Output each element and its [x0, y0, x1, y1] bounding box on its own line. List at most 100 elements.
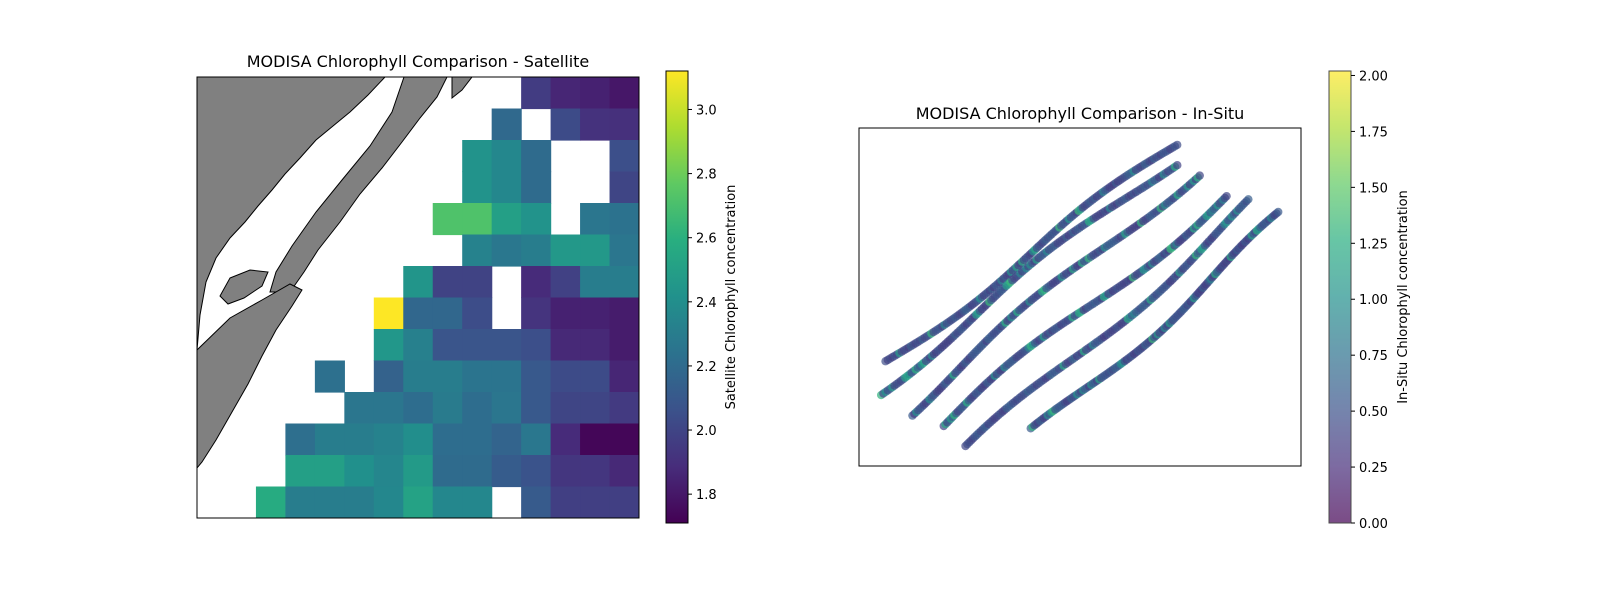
heatmap-cell [462, 140, 493, 173]
heatmap-cell [609, 171, 639, 204]
heatmap-cell [580, 392, 611, 425]
barrier-island-mid [451, 77, 473, 100]
heatmap-cell [609, 140, 639, 173]
heatmap-cell [609, 486, 639, 518]
heatmap-cell [580, 455, 611, 488]
satellite-axes-frame [196, 76, 640, 519]
heatmap-cell [521, 423, 552, 456]
satellite-colorbar-ticks: 1.8 2.0 2.2 2.4 2.6 2.8 3.0 [688, 103, 717, 503]
heatmap-cell [314, 455, 345, 488]
colorbar-tick-label: 3.0 [696, 103, 717, 118]
heatmap-cell [432, 297, 463, 330]
heatmap-cell [521, 77, 552, 110]
heatmap-cell [491, 392, 522, 425]
heatmap-cell [550, 77, 581, 110]
colorbar-tick-label: 1.00 [1359, 293, 1388, 308]
heatmap-cell [491, 234, 522, 267]
barrier-island-south [219, 269, 269, 305]
heatmap-cell [432, 423, 463, 456]
heatmap-cell [432, 266, 463, 299]
scatter-point [1195, 171, 1204, 180]
satellite-colorbar-label: Satellite Chlorophyll concentration [724, 185, 739, 410]
colorbar-tick-label: 1.8 [696, 488, 717, 503]
colorbar-tick-label: 1.75 [1359, 125, 1388, 140]
heatmap-cell [373, 423, 404, 456]
heatmap-cell [255, 486, 286, 518]
heatmap-cell [403, 266, 434, 299]
heatmap-cell [403, 297, 434, 330]
heatmap-cell [550, 234, 581, 267]
heatmap-cell [462, 171, 493, 204]
heatmap-cell [580, 360, 611, 393]
heatmap-cell [432, 455, 463, 488]
heatmap-cell [550, 329, 581, 362]
heatmap-cell [580, 234, 611, 267]
heatmap-cell [491, 329, 522, 362]
land-mask [197, 77, 473, 469]
heatmap-cell [314, 423, 345, 456]
insitu-axes-frame [858, 127, 1302, 467]
satellite-title: MODISA Chlorophyll Comparison - Satellit… [247, 52, 590, 71]
heatmap-cell [432, 360, 463, 393]
heatmap-cell [432, 329, 463, 362]
heatmap-cell [344, 423, 375, 456]
heatmap-cell [521, 171, 552, 204]
heatmap-cell [344, 392, 375, 425]
heatmap-cell [521, 140, 552, 173]
heatmap-cell [521, 486, 552, 518]
heatmap-cell [491, 360, 522, 393]
colorbar-tick-label: 0.25 [1359, 461, 1388, 476]
heatmap-cell [285, 423, 316, 456]
insitu-colorbar-label: In-Situ Chlorophyll concentration [1396, 190, 1411, 404]
insitu-tracks [876, 140, 1283, 451]
heatmap-cell [609, 77, 639, 110]
heatmap-cell [521, 360, 552, 393]
heatmap-cell [373, 360, 404, 393]
heatmap-cell [521, 455, 552, 488]
heatmap-cell [521, 297, 552, 330]
heatmap-cell [432, 486, 463, 518]
heatmap-cell [609, 423, 639, 456]
heatmap-cell [609, 392, 639, 425]
heatmap-cell [580, 423, 611, 456]
heatmap-cell [550, 423, 581, 456]
heatmap-cell [521, 329, 552, 362]
heatmap-cell [373, 329, 404, 362]
satellite-panel: MODISA Chlorophyll Comparison - Satellit… [196, 52, 640, 519]
heatmap-cell [521, 234, 552, 267]
heatmap-cell [609, 329, 639, 362]
heatmap-cell [550, 392, 581, 425]
heatmap-cell [491, 108, 522, 141]
insitu-panel: MODISA Chlorophyll Comparison - In-Situ [858, 104, 1302, 467]
heatmap-cell [432, 392, 463, 425]
mainland [197, 77, 386, 351]
insitu-colorbar: 0.00 0.25 0.50 0.75 1.00 1.25 1.50 1.75 2.00 In-… [1328, 69, 1411, 532]
heatmap-cell [491, 171, 522, 204]
heatmap-cell [462, 455, 493, 488]
heatmap-cell [462, 329, 493, 362]
heatmap-cell [403, 392, 434, 425]
heatmap-cell [491, 140, 522, 173]
heatmap-cell [550, 297, 581, 330]
heatmap-cell [580, 203, 611, 236]
heatmap-cell [550, 455, 581, 488]
heatmap-cell [580, 329, 611, 362]
heatmap-cell [403, 486, 434, 518]
heatmap-cell [403, 455, 434, 488]
scatter-point [1222, 191, 1231, 201]
heatmap-cell [580, 108, 611, 141]
insitu-colorbar-ticks: 0.00 0.25 0.50 0.75 1.00 1.25 1.50 1.75 2.00 [1351, 69, 1388, 532]
scatter-point [1274, 207, 1283, 217]
heatmap-cell [580, 77, 611, 110]
satellite-grid [255, 77, 639, 518]
heatmap-cell [462, 392, 493, 425]
colorbar-tick-label: 1.25 [1359, 237, 1388, 252]
heatmap-cell [403, 329, 434, 362]
scatter-point [1173, 161, 1182, 170]
heatmap-cell [344, 455, 375, 488]
colorbar-tick-label: 0.00 [1359, 517, 1388, 532]
heatmap-cell [550, 486, 581, 518]
colorbar-tick-label: 2.6 [696, 232, 717, 247]
colorbar-tick-label: 0.75 [1359, 349, 1388, 364]
